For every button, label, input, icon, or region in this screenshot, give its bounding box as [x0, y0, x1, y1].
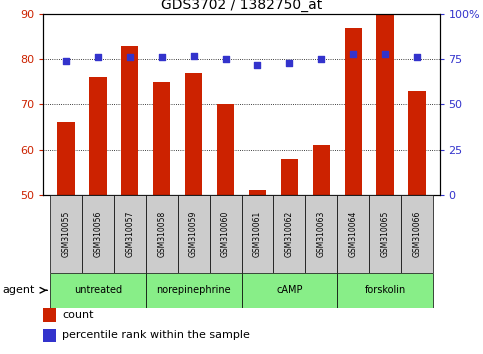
Bar	[337, 195, 369, 273]
Bar	[242, 195, 273, 273]
Bar	[43, 329, 56, 342]
Text: GSM310063: GSM310063	[317, 210, 326, 257]
Bar	[401, 195, 433, 273]
Bar	[89, 78, 107, 354]
Text: agent: agent	[2, 285, 35, 295]
Bar	[369, 195, 401, 273]
Text: GSM310057: GSM310057	[125, 210, 134, 257]
Text: untreated: untreated	[74, 285, 122, 295]
Text: norepinephrine: norepinephrine	[156, 285, 231, 295]
Text: count: count	[62, 310, 94, 320]
Bar	[409, 91, 426, 354]
Point	[158, 55, 166, 60]
Bar	[153, 82, 170, 354]
Text: GSM310058: GSM310058	[157, 211, 166, 257]
Bar	[242, 273, 337, 308]
Point	[62, 58, 70, 64]
Bar	[146, 273, 242, 308]
Text: GSM310064: GSM310064	[349, 210, 358, 257]
Bar	[82, 195, 114, 273]
Text: GSM310061: GSM310061	[253, 211, 262, 257]
Bar	[217, 104, 234, 354]
Point	[349, 51, 357, 57]
Bar	[210, 195, 242, 273]
Bar	[121, 46, 139, 354]
Text: GSM310062: GSM310062	[285, 211, 294, 257]
Point	[222, 56, 229, 62]
Bar	[185, 73, 202, 354]
Text: percentile rank within the sample: percentile rank within the sample	[62, 330, 250, 341]
Point	[382, 51, 389, 57]
Point	[413, 55, 421, 60]
Point	[94, 55, 101, 60]
Title: GDS3702 / 1382750_at: GDS3702 / 1382750_at	[161, 0, 322, 12]
Bar	[43, 308, 56, 321]
Bar	[281, 159, 298, 354]
Bar	[376, 14, 394, 354]
Point	[126, 55, 134, 60]
Bar	[50, 195, 82, 273]
Bar	[344, 28, 362, 354]
Text: GSM310060: GSM310060	[221, 210, 230, 257]
Point	[317, 56, 325, 62]
Bar	[305, 195, 337, 273]
Bar	[146, 195, 178, 273]
Text: GSM310065: GSM310065	[381, 210, 390, 257]
Point	[190, 53, 198, 58]
Text: cAMP: cAMP	[276, 285, 303, 295]
Text: GSM310055: GSM310055	[61, 210, 71, 257]
Text: GSM310056: GSM310056	[93, 210, 102, 257]
Point	[254, 62, 261, 68]
Bar	[337, 273, 433, 308]
Bar	[313, 145, 330, 354]
Bar	[50, 273, 146, 308]
Bar	[57, 122, 74, 354]
Text: forskolin: forskolin	[365, 285, 406, 295]
Point	[285, 60, 293, 66]
Text: GSM310066: GSM310066	[412, 210, 422, 257]
Text: GSM310059: GSM310059	[189, 210, 198, 257]
Bar	[249, 190, 266, 354]
Bar	[178, 195, 210, 273]
Bar	[114, 195, 146, 273]
Bar	[273, 195, 305, 273]
